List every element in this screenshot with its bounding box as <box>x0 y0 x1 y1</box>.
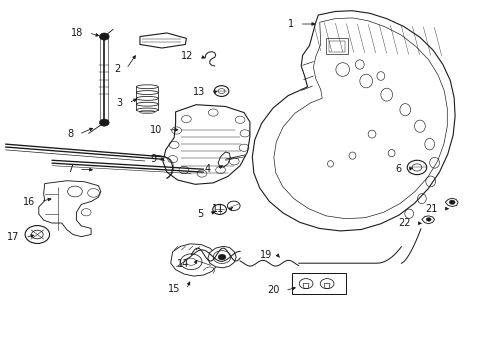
Text: 21: 21 <box>426 204 438 214</box>
Text: 1: 1 <box>288 19 294 29</box>
Circle shape <box>99 33 109 40</box>
Text: 2: 2 <box>114 64 121 74</box>
Polygon shape <box>163 105 250 184</box>
Ellipse shape <box>136 108 158 112</box>
Text: 20: 20 <box>267 285 279 296</box>
Text: 3: 3 <box>117 98 123 108</box>
Text: 18: 18 <box>71 28 83 38</box>
Text: 12: 12 <box>181 51 194 61</box>
Polygon shape <box>252 11 455 231</box>
Ellipse shape <box>136 85 158 89</box>
Text: 13: 13 <box>193 87 205 97</box>
Text: 9: 9 <box>150 154 156 164</box>
Polygon shape <box>39 181 101 237</box>
Polygon shape <box>171 244 218 276</box>
Text: 14: 14 <box>176 259 189 269</box>
Circle shape <box>426 218 431 221</box>
Text: 6: 6 <box>395 164 401 174</box>
Text: 5: 5 <box>197 209 203 219</box>
Polygon shape <box>140 33 186 48</box>
Circle shape <box>449 200 455 204</box>
Text: 8: 8 <box>67 129 73 139</box>
Circle shape <box>218 254 226 260</box>
Bar <box>292 273 345 294</box>
Text: 11: 11 <box>212 204 224 215</box>
Text: 16: 16 <box>23 197 35 207</box>
Text: 19: 19 <box>260 250 272 260</box>
Text: 10: 10 <box>149 125 162 135</box>
Polygon shape <box>208 246 236 268</box>
Text: 15: 15 <box>168 284 180 294</box>
Text: 7: 7 <box>67 164 73 174</box>
Text: 17: 17 <box>7 232 19 242</box>
Text: 22: 22 <box>399 218 411 228</box>
Text: 4: 4 <box>205 164 211 174</box>
Circle shape <box>99 119 109 126</box>
